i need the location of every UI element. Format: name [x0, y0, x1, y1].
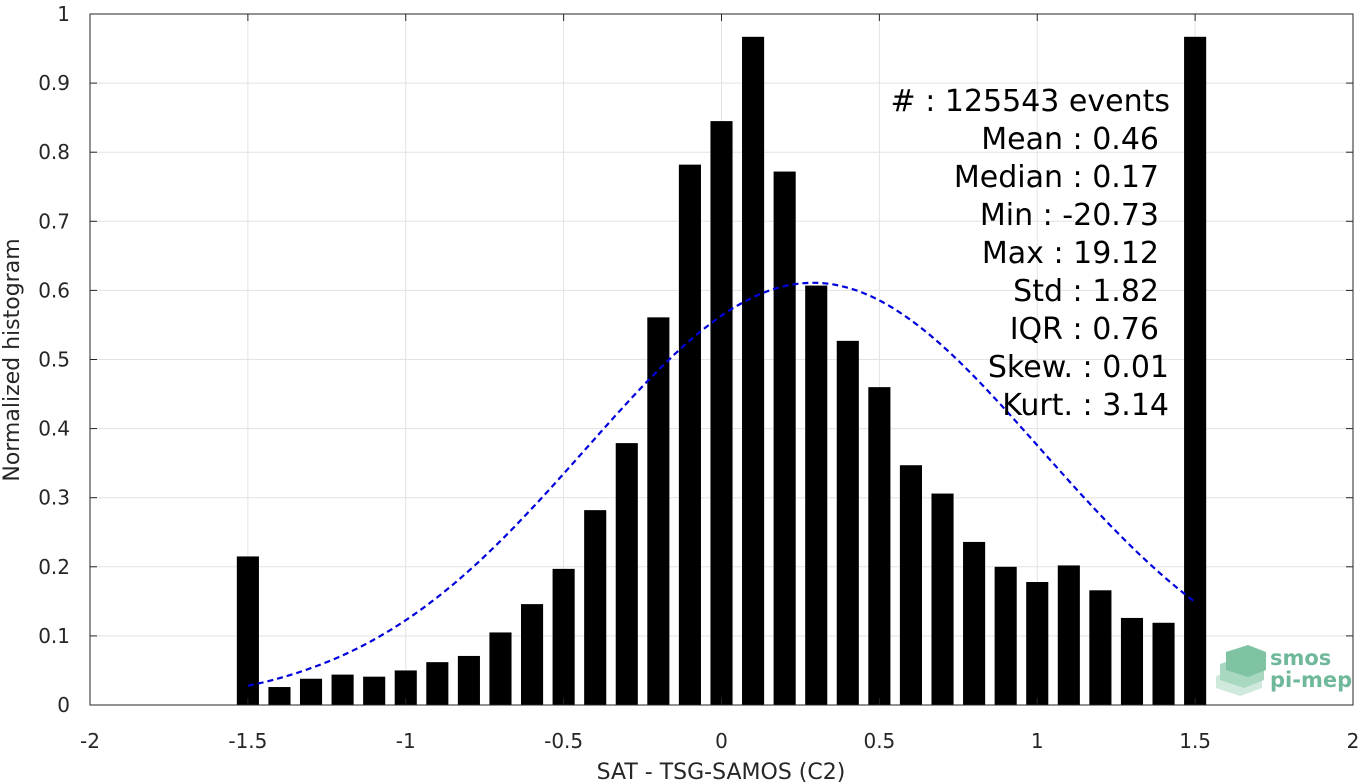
x-tick-label: -1.5: [228, 729, 267, 753]
y-tick-label: 0.1: [38, 624, 70, 648]
histogram-bar: [552, 568, 575, 705]
histogram-bar: [457, 655, 480, 705]
histogram-bar: [963, 541, 986, 705]
stat-median: Median : 0.17: [954, 160, 1159, 195]
histogram-bar: [773, 171, 796, 706]
bar-series: [236, 36, 1207, 706]
histogram-bar: [489, 632, 512, 705]
histogram-bar: [426, 662, 449, 705]
y-tick-label: 0.9: [38, 71, 70, 95]
histogram-bar: [394, 670, 417, 705]
logo-text-smos: smos: [1270, 646, 1331, 670]
histogram-bar: [1089, 590, 1112, 705]
logo-layers-icon: [1216, 645, 1266, 696]
histogram-bar: [678, 164, 701, 705]
stat-std: Std : 1.82: [1013, 274, 1159, 309]
y-tick-label: 0.8: [38, 140, 70, 164]
stat-kurt: Kurt. : 3.14: [1002, 388, 1169, 423]
stat-events: # : 125543 events: [891, 84, 1170, 119]
x-tick-label: 0: [715, 729, 728, 753]
histogram-bar: [805, 285, 828, 705]
logo-text-pi-mep: pi-mep: [1270, 668, 1352, 692]
y-tick-label: 0.6: [38, 278, 70, 302]
histogram-bar: [363, 676, 386, 705]
y-axis-ticks: 0 0.1 0.2 0.3 0.4 0.5 0.6 0.7 0.8 0.9 1: [38, 2, 1353, 717]
smos-pi-mep-logo: smos pi-mep: [1216, 645, 1352, 696]
histogram-bar: [742, 36, 765, 706]
x-tick-label: -1: [396, 729, 416, 753]
stat-max: Max : 19.12: [982, 236, 1159, 271]
histogram-bar: [299, 678, 323, 705]
histogram-bar: [647, 317, 670, 705]
x-tick-label: 2: [1347, 729, 1360, 753]
histogram-bar: [520, 604, 544, 705]
statistics-annotation: # : 125543 events Mean : 0.46 Median : 0…: [891, 84, 1170, 423]
y-tick-label: 0.4: [38, 417, 70, 441]
histogram-bar: [236, 556, 259, 705]
y-axis-label: Normalized histogram: [0, 238, 25, 481]
stat-skew: Skew. : 0.01: [988, 350, 1169, 385]
stat-iqr: IQR : 0.76: [1010, 312, 1159, 347]
x-tick-label: 1: [1031, 729, 1044, 753]
histogram-bar: [710, 121, 733, 706]
normal-fit-curve: [247, 281, 1196, 687]
histogram-bar: [899, 465, 923, 705]
histogram-bar: [331, 674, 354, 705]
y-tick-label: 0.2: [38, 555, 70, 579]
x-axis-ticks: -2 -1.5 -1 -0.5 0 0.5 1 1.5 2: [80, 14, 1359, 753]
y-tick-label: 0.5: [38, 348, 70, 372]
histogram-bar: [994, 566, 1017, 705]
x-tick-label: 0.5: [863, 729, 895, 753]
histogram-bar: [836, 340, 859, 705]
x-tick-label: -2: [80, 729, 100, 753]
histogram-bar: [615, 443, 638, 705]
histogram-bar: [1120, 617, 1144, 705]
y-tick-label: 0.3: [38, 486, 70, 510]
x-tick-label: 1.5: [1179, 729, 1211, 753]
histogram-bar: [931, 493, 954, 705]
histogram-bar: [268, 687, 291, 705]
stat-mean: Mean : 0.46: [981, 122, 1159, 157]
x-tick-label: -0.5: [544, 729, 583, 753]
y-tick-label: 0.7: [38, 209, 70, 233]
histogram-bar: [584, 510, 607, 705]
histogram-bar: [1184, 36, 1207, 706]
stat-min: Min : -20.73: [980, 198, 1159, 233]
x-axis-label: SAT - TSG-SAMOS (C2): [597, 760, 846, 784]
y-tick-label: 0: [57, 693, 70, 717]
y-tick-label: 1: [57, 2, 70, 26]
histogram-bar: [1026, 582, 1049, 705]
histogram-bar: [1057, 565, 1080, 705]
histogram-bar: [1152, 622, 1175, 705]
histogram-bar: [868, 387, 891, 705]
